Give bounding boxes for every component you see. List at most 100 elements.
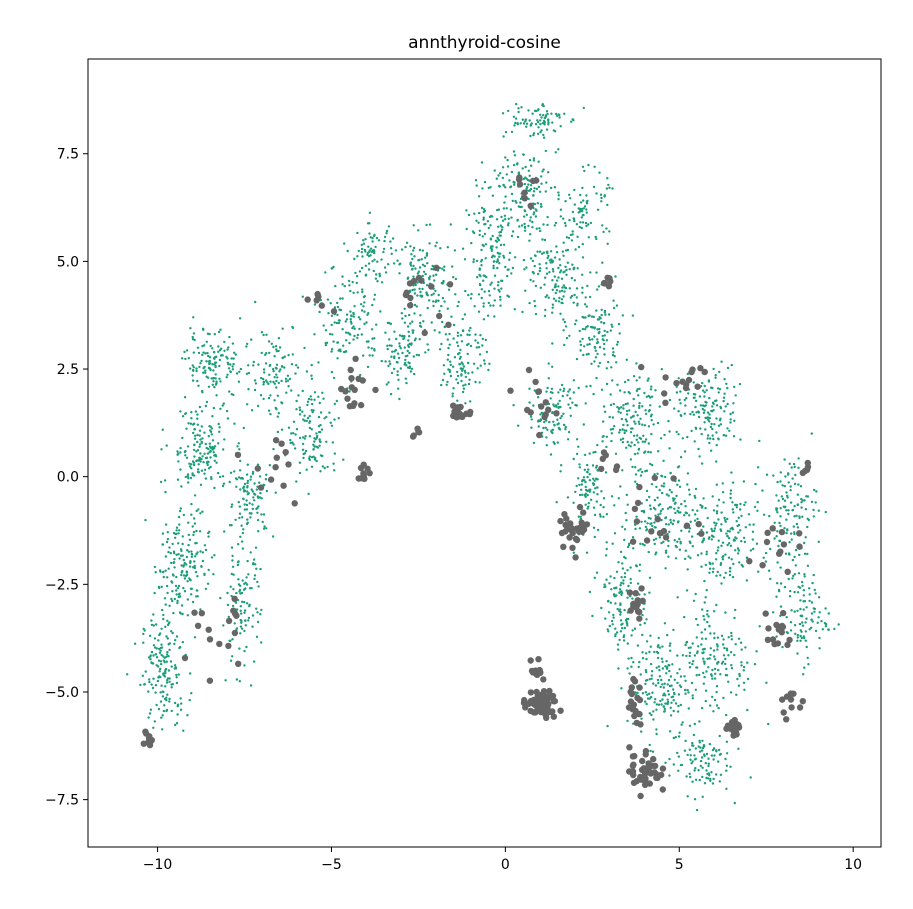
point-inlier [698,673,701,677]
point-inlier [691,545,694,548]
point-inlier [426,343,429,346]
point-outlier [600,279,608,287]
point-inlier [540,411,544,414]
point-inlier [467,293,470,297]
point-inlier [315,445,318,448]
point-outlier [452,408,459,415]
point-inlier [430,321,433,324]
point-inlier [715,460,718,463]
point-inlier [667,539,670,543]
point-inlier [659,437,663,440]
point-inlier [677,693,681,696]
point-inlier [317,361,320,364]
point-inlier [221,484,225,488]
point-inlier [711,386,714,390]
point-inlier [160,653,163,657]
point-inlier [259,394,263,397]
point-inlier [576,267,579,270]
point-inlier [273,355,276,358]
point-inlier [544,190,547,193]
point-inlier [649,396,652,399]
point-inlier [478,268,481,271]
point-inlier [493,315,496,318]
point-inlier [713,667,717,671]
point-inlier [571,230,574,233]
point-inlier [235,478,239,481]
point-inlier [613,425,616,428]
point-inlier [622,579,625,582]
point-inlier [245,473,249,476]
point-inlier [576,302,579,305]
point-inlier [179,410,182,413]
point-inlier [438,348,442,351]
point-inlier [623,431,626,435]
point-inlier [496,259,499,263]
point-inlier [641,543,644,546]
point-inlier [629,431,633,434]
point-outlier [670,475,677,482]
point-inlier [188,538,192,541]
point-inlier [609,329,612,332]
point-inlier [623,538,626,542]
point-inlier [523,225,527,229]
point-inlier [196,346,200,349]
point-outlier [350,402,357,409]
point-inlier [318,438,321,441]
point-outlier [636,710,643,718]
point-inlier [434,289,437,293]
point-inlier [584,485,587,489]
point-inlier [582,213,585,217]
point-inlier [592,185,596,189]
point-inlier [214,383,218,386]
point-outlier [631,678,639,685]
point-inlier [395,337,398,341]
point-inlier [651,691,654,694]
point-inlier [196,589,199,592]
point-inlier [575,319,578,322]
point-inlier [728,429,731,432]
point-inlier [415,353,418,357]
point-inlier [648,591,651,594]
point-inlier [737,747,740,750]
point-inlier [709,632,712,635]
point-inlier [683,412,686,415]
point-inlier [630,634,633,637]
point-inlier [713,636,716,640]
point-inlier [491,234,494,238]
point-inlier [421,287,424,291]
point-inlier [478,233,481,237]
point-inlier [639,623,642,626]
point-inlier [615,343,619,346]
point-inlier [713,754,716,757]
point-inlier [465,209,468,212]
point-inlier [595,376,598,380]
point-inlier [472,258,475,261]
point-inlier [275,367,278,370]
point-inlier [152,644,156,647]
point-inlier [716,570,719,574]
point-inlier [579,340,582,343]
point-inlier [600,388,604,391]
point-inlier [595,237,598,241]
point-inlier [640,509,644,513]
point-inlier [814,629,818,633]
point-inlier [683,500,686,503]
point-inlier [735,693,738,696]
point-inlier [725,713,728,717]
point-inlier [729,691,733,694]
point-inlier [536,119,539,122]
point-inlier [820,620,823,623]
point-inlier [783,484,786,488]
point-inlier [726,529,730,533]
point-inlier [489,304,492,307]
point-inlier [319,411,323,414]
point-inlier [795,522,799,526]
point-inlier [169,660,173,663]
point-inlier [700,432,703,436]
point-inlier [788,595,792,598]
point-inlier [740,664,743,667]
point-inlier [767,722,770,726]
point-inlier [492,264,495,267]
point-inlier [197,463,200,466]
point-inlier [734,394,737,397]
